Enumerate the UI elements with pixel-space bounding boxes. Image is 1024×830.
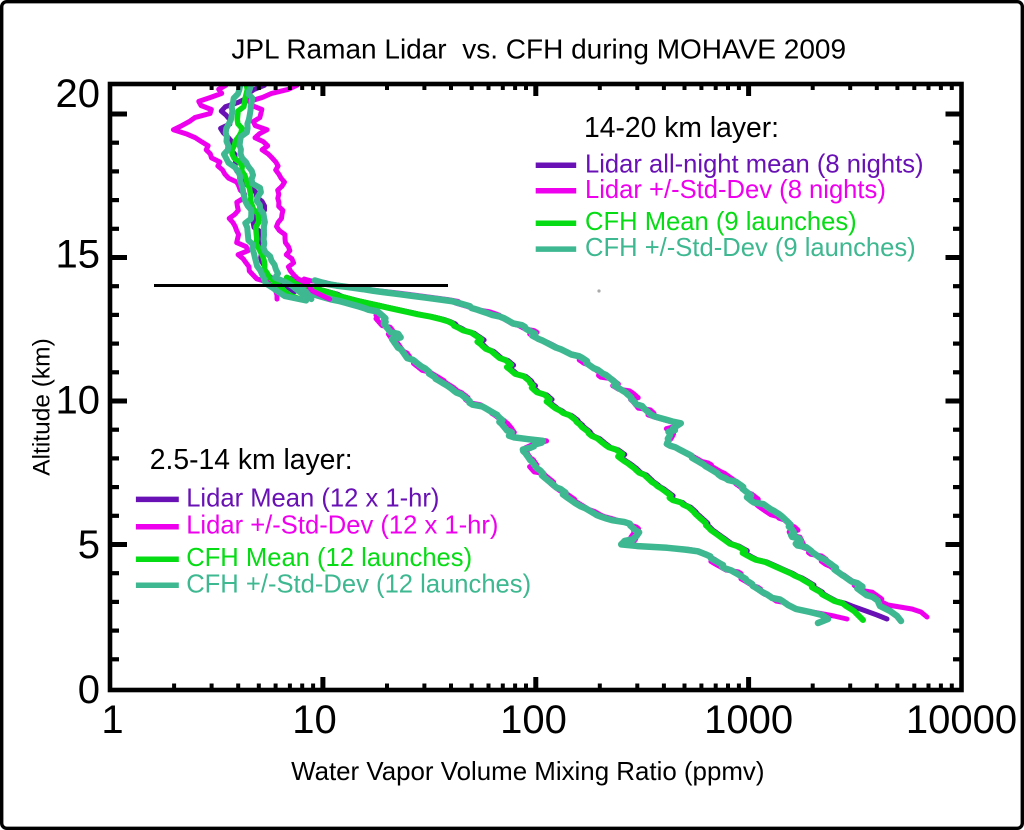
svg-text:10000: 10000 xyxy=(906,698,1017,742)
svg-text:14-20 km layer:: 14-20 km layer: xyxy=(584,111,779,143)
svg-text:JPL Raman Lidar vs. CFH durin: JPL Raman Lidar vs. CFH during MOHAVE 20… xyxy=(231,34,846,65)
svg-text:100: 100 xyxy=(500,698,567,742)
svg-text:Water Vapor Volume Mixing Rati: Water Vapor Volume Mixing Ratio (ppmv) xyxy=(291,758,764,786)
svg-text:Lidar +/-Std-Dev (8 nights): Lidar +/-Std-Dev (8 nights) xyxy=(585,176,886,204)
svg-text:15: 15 xyxy=(56,233,101,277)
svg-text:CFH Mean (12 launches): CFH Mean (12 launches) xyxy=(186,544,472,572)
svg-text:10: 10 xyxy=(56,379,101,423)
svg-text:10: 10 xyxy=(292,698,337,742)
svg-text:1: 1 xyxy=(101,698,123,742)
svg-text:5: 5 xyxy=(78,523,100,567)
svg-text:Altitude (km): Altitude (km) xyxy=(29,338,56,476)
svg-text:0: 0 xyxy=(78,668,100,712)
svg-text:2.5-14 km layer:: 2.5-14 km layer: xyxy=(150,443,353,475)
svg-text:Lidar +/-Std-Dev (12 x 1-hr): Lidar +/-Std-Dev (12 x 1-hr) xyxy=(186,512,498,540)
svg-text:20: 20 xyxy=(56,72,101,116)
svg-text:Lidar Mean (12 x 1-hr): Lidar Mean (12 x 1-hr) xyxy=(186,484,439,512)
svg-text:CFH +/-Std-Dev (12 launches): CFH +/-Std-Dev (12 launches) xyxy=(186,570,531,598)
svg-text:CFH Mean (9 launches): CFH Mean (9 launches) xyxy=(585,208,857,236)
svg-text:Lidar all-night mean (8 nights: Lidar all-night mean (8 nights) xyxy=(585,150,924,178)
svg-text:CFH +/-Std-Dev (9 launches): CFH +/-Std-Dev (9 launches) xyxy=(585,234,916,262)
svg-text:1000: 1000 xyxy=(704,698,793,742)
